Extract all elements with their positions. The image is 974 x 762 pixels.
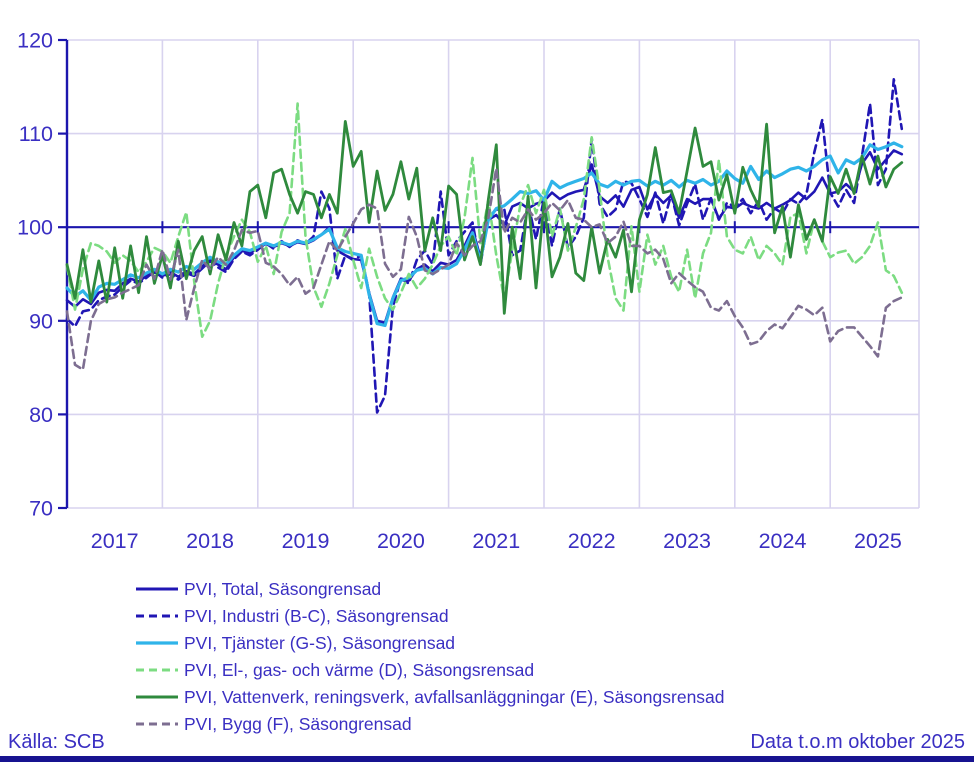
y-tick-label: 120 [17, 29, 53, 53]
x-tick-label: 2017 [91, 529, 139, 553]
legend-swatch-el-gas-varme [136, 668, 178, 672]
x-tick-label: 2024 [759, 529, 807, 553]
legend-item-tjanster: PVI, Tjänster (G-S), Säsongrensad [135, 632, 725, 654]
y-tick-label: 110 [19, 122, 53, 146]
x-tick-label: 2025 [854, 529, 902, 553]
y-tick-label: 90 [29, 309, 53, 333]
legend-label-total: PVI, Total, Säsongrensad [184, 578, 382, 599]
series-line-bygg [65, 166, 904, 371]
legend-swatch-industri [136, 614, 178, 618]
legend-item-el-gas-varme: PVI, El-, gas- och värme (D), Säsongsren… [135, 659, 725, 681]
legend-label-vattenverk: PVI, Vattenverk, reningsverk, avfallsanl… [184, 686, 725, 707]
legend-label-industri: PVI, Industri (B-C), Säsongrensad [184, 605, 449, 626]
legend-label-tjanster: PVI, Tjänster (G-S), Säsongrensad [184, 632, 456, 653]
legend-swatch-total [136, 587, 178, 591]
legend-swatch-vattenverk [136, 695, 178, 699]
legend-item-industri: PVI, Industri (B-C), Säsongrensad [135, 605, 725, 627]
x-tick-label: 2018 [186, 529, 234, 553]
legend-swatch-bygg [136, 722, 178, 726]
y-tick-label: 80 [29, 403, 53, 427]
y-tick-label: 100 [17, 216, 53, 240]
legend-label-bygg: PVI, Bygg (F), Säsongrensad [184, 713, 412, 734]
x-tick-label: 2019 [282, 529, 330, 553]
legend-label-el-gas-varme: PVI, El-, gas- och värme (D), Säsongsren… [184, 659, 535, 680]
series-line-vattenverk [65, 120, 904, 315]
source-label: Källa: SCB [8, 731, 105, 753]
x-tick-label: 2023 [663, 529, 711, 553]
x-tick-label: 2020 [377, 529, 425, 553]
data-note: Data t.o.m oktober 2025 [750, 731, 965, 753]
legend-swatch-tjanster [136, 641, 178, 645]
legend-item-bygg: PVI, Bygg (F), Säsongrensad [135, 713, 725, 735]
legend-item-vattenverk: PVI, Vattenverk, reningsverk, avfallsanl… [135, 686, 725, 708]
x-tick-label: 2021 [472, 529, 520, 553]
y-tick-label: 70 [29, 497, 53, 521]
legend-item-total: PVI, Total, Säsongrensad [135, 578, 725, 600]
x-tick-label: 2022 [568, 529, 616, 553]
bottom-bar [0, 756, 974, 762]
legend: PVI, Total, Säsongrensad PVI, Industri (… [135, 578, 725, 735]
